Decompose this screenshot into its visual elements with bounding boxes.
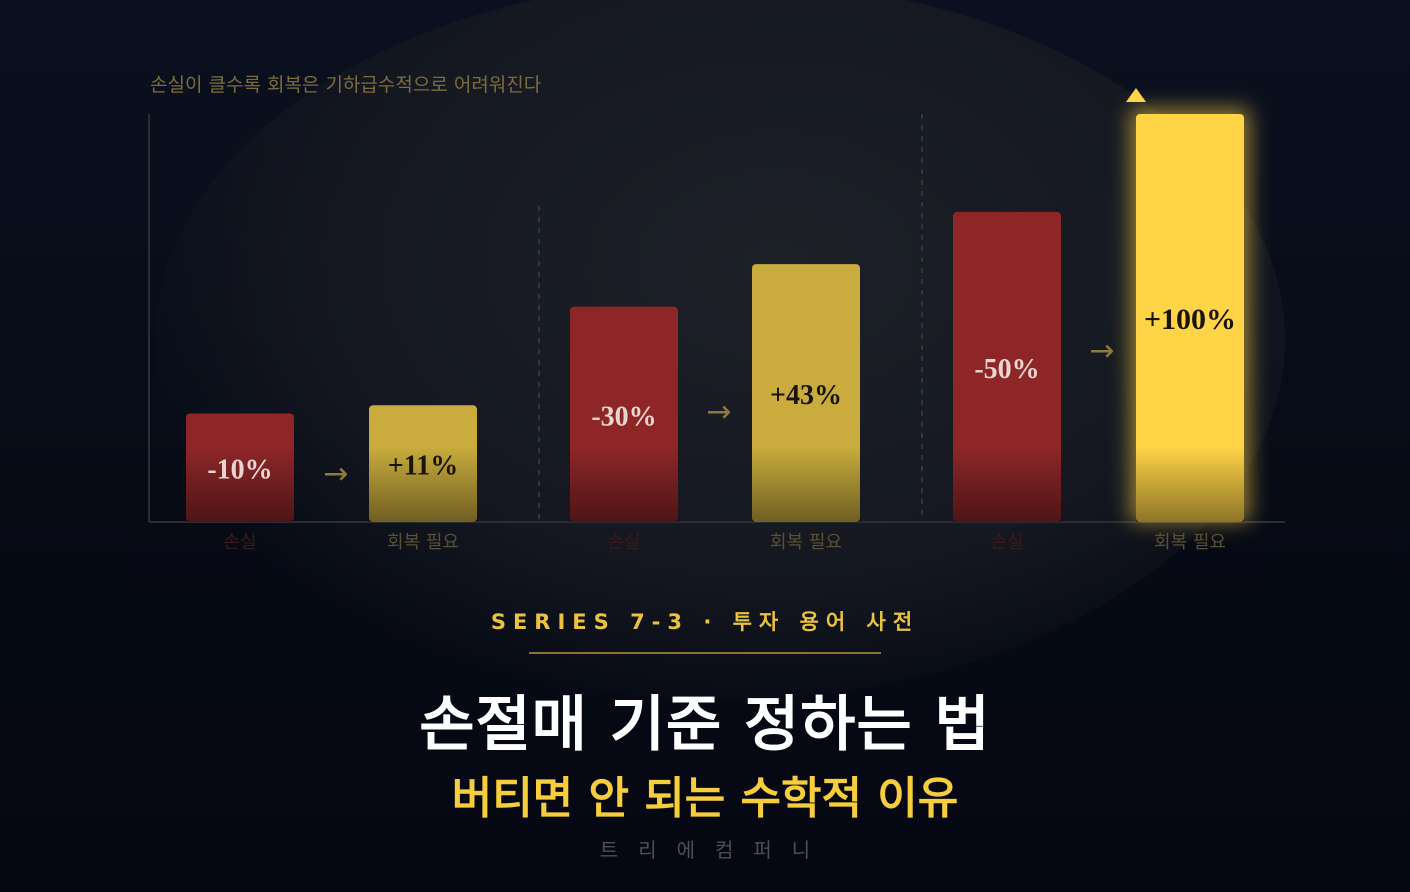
loss-bar-shade (570, 447, 678, 522)
category-label: 회복 필요 (1154, 532, 1226, 553)
data-label: +43% (770, 380, 842, 411)
loss-bar (953, 211, 1061, 523)
category-label: 회복 필요 (387, 532, 459, 553)
data-label: -50% (974, 354, 1039, 385)
arrow-icon: → (706, 395, 731, 430)
data-label: +11% (388, 451, 458, 482)
background-glow (155, 0, 1285, 700)
series-label: SERIES 7-3 · 투자 용어 사전 (490, 610, 920, 634)
chart-title: 손실이 클수록 회복은 기하급수적으로 어려워진다 (150, 74, 542, 96)
loss-bar-shade (186, 447, 294, 522)
recovery-bar-shade (1136, 447, 1244, 522)
arrow-icon: → (1089, 333, 1114, 368)
recovery-bar (1136, 114, 1244, 522)
loss-bar-shade (953, 447, 1061, 522)
data-label: -10% (207, 455, 272, 486)
category-label: 손실 (607, 532, 640, 553)
sub-title: 버티면 안 되는 수학적 이유 (451, 773, 959, 824)
category-label: 회복 필요 (770, 532, 842, 553)
company-name: 트리에컴퍼니 (599, 838, 831, 862)
main-title: 손절매 기준 정하는 법 (419, 690, 991, 760)
data-label: +100% (1144, 303, 1236, 336)
triangle-marker-icon (1126, 88, 1146, 102)
category-label: 손실 (990, 532, 1023, 553)
category-label: 손실 (223, 532, 256, 553)
recovery-bar-shade (369, 447, 477, 522)
arrow-icon: → (323, 457, 348, 492)
series-divider (529, 652, 881, 654)
data-label: -30% (591, 401, 656, 432)
recovery-bar-shade (752, 447, 860, 522)
